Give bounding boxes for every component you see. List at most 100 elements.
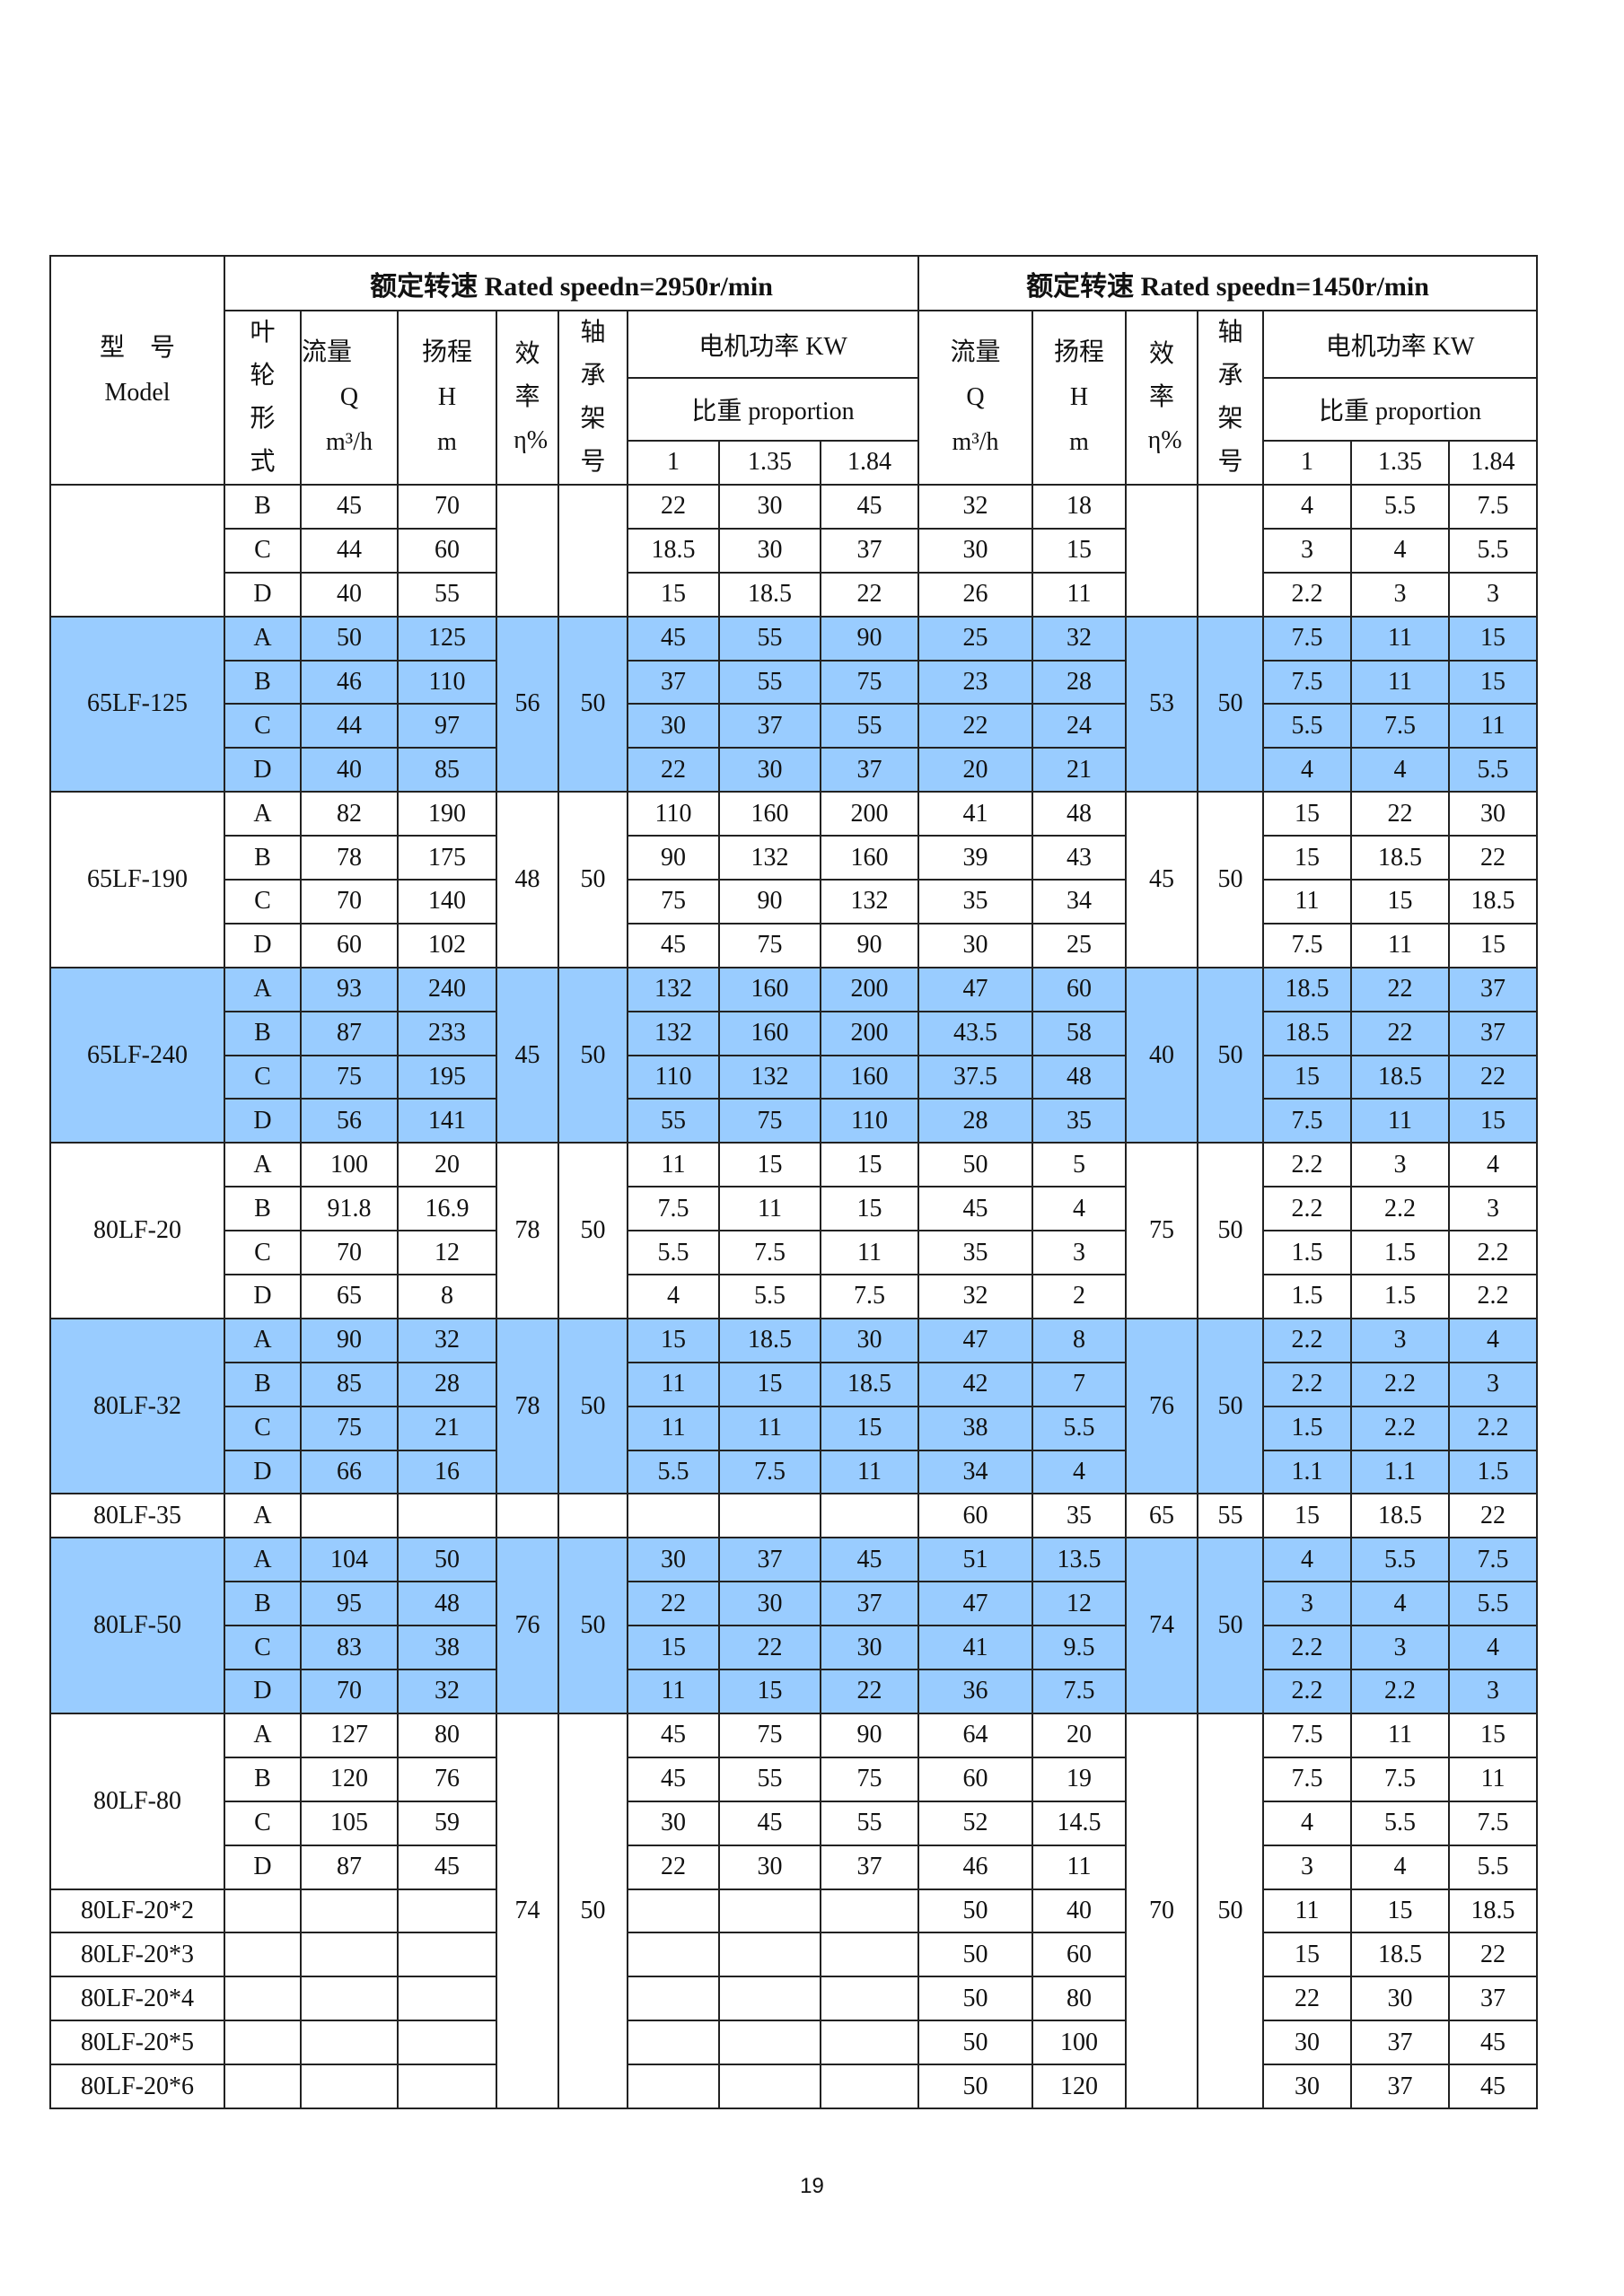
- h_2950-cell: [397, 1493, 497, 1539]
- h_1450-cell: 25: [1031, 922, 1128, 968]
- kw1_1450-cell: 15: [1262, 791, 1353, 837]
- q_1450-cell: 50: [917, 2064, 1034, 2109]
- h_2950-cell: [397, 2064, 497, 2109]
- kw135_1450-cell: 11: [1350, 615, 1451, 662]
- kw1_2950-cell: 132: [627, 966, 720, 1012]
- efficiency-header-2950: 效率 η%: [496, 310, 559, 486]
- kw135_1450-cell: 1.5: [1350, 1274, 1451, 1319]
- kw1_1450-cell: 11: [1262, 879, 1353, 925]
- q_1450-cell: 22: [917, 703, 1034, 749]
- model-header-en: Model: [104, 378, 171, 407]
- kw135_2950-cell: 15: [718, 1361, 821, 1407]
- head-symbol: H: [437, 383, 457, 411]
- q_2950-cell: [300, 2020, 399, 2066]
- model-cell: 80LF-35: [49, 1493, 225, 1539]
- q_1450-cell: 50: [917, 1142, 1034, 1188]
- table-row: B 46 110 37 55 75 23 28 7.5 11 15: [50, 659, 1539, 705]
- kw184_2950-cell: [819, 1932, 920, 1978]
- kw184_2950-cell: 37: [819, 1844, 920, 1890]
- efficiency-2950-cell: 74: [496, 1712, 559, 2109]
- head-unit: m: [1069, 428, 1089, 456]
- h_2950-cell: 175: [397, 835, 497, 881]
- kw135_1450-cell: 5.5: [1350, 484, 1451, 530]
- kw1_2950-cell: 22: [627, 1581, 720, 1627]
- kw1_2950-cell: 4: [627, 1274, 720, 1319]
- efficiency-1450-cell: 65: [1125, 1493, 1199, 1539]
- impeller-header-text: 叶轮形式: [250, 319, 276, 476]
- kw1_2950-cell: [627, 1493, 720, 1539]
- kw135_1450-cell: 11: [1350, 1098, 1451, 1144]
- impeller-cell: B: [224, 1361, 302, 1407]
- q_2950-cell: [300, 2064, 399, 2109]
- bearing-header-text: 轴承架号: [1217, 319, 1243, 476]
- kw184_1450-cell: 7.5: [1448, 1800, 1539, 1846]
- kw184_2950-cell: 75: [819, 659, 920, 705]
- q_1450-cell: 25: [917, 615, 1034, 662]
- h_2950-cell: 97: [397, 703, 497, 749]
- kw1_1450-cell: 1.5: [1262, 1405, 1353, 1451]
- efficiency-1450-cell: [1125, 484, 1199, 618]
- q_2950-cell: 87: [300, 1844, 399, 1890]
- kw135_2950-cell: 160: [718, 1010, 821, 1056]
- kw1_2950-cell: 11: [627, 1361, 720, 1407]
- bearing-1450-cell: 50: [1197, 615, 1265, 793]
- bearing-2950-cell: 50: [557, 1712, 628, 2109]
- kw184_1450-cell: 18.5: [1448, 879, 1539, 925]
- kw1_1450-cell: 30: [1262, 2064, 1353, 2109]
- q_2950-cell: 85: [300, 1361, 399, 1407]
- prop-135-1450: 1.35: [1350, 439, 1451, 486]
- kw1_1450-cell: 1.5: [1262, 1230, 1353, 1276]
- bearing-2950-cell: 50: [557, 615, 628, 793]
- impeller-cell: A: [224, 1317, 302, 1363]
- kw1_2950-cell: 132: [627, 1010, 720, 1056]
- kw135_2950-cell: [718, 2020, 821, 2066]
- table-row: B 91.8 16.9 7.5 11 15 45 4 2.2 2.2 3: [50, 1186, 1539, 1232]
- model-cell: 65LF-240: [49, 966, 225, 1144]
- kw184_2950-cell: [819, 1493, 920, 1539]
- kw184_1450-cell: 45: [1448, 2064, 1539, 2109]
- proportion-header-1450: 比重 proportion: [1262, 377, 1539, 442]
- kw135_2950-cell: 11: [718, 1186, 821, 1232]
- h_2950-cell: 76: [397, 1756, 497, 1802]
- h_1450-cell: 28: [1031, 659, 1128, 705]
- kw1_2950-cell: 45: [627, 615, 720, 662]
- h_1450-cell: 12: [1031, 1581, 1128, 1627]
- q_2950-cell: 44: [300, 703, 399, 749]
- kw184_2950-cell: 15: [819, 1142, 920, 1188]
- kw184_1450-cell: 11: [1448, 1756, 1539, 1802]
- kw135_1450-cell: 22: [1350, 966, 1451, 1012]
- h_1450-cell: 48: [1031, 791, 1128, 837]
- kw184_1450-cell: 5.5: [1448, 527, 1539, 574]
- kw1_1450-cell: 4: [1262, 484, 1353, 530]
- eff-label: 效率: [514, 340, 540, 411]
- proportion-header-2950: 比重 proportion: [626, 377, 920, 442]
- table-row: 65LF-240 A 93 240 45 50 132 160 200 47 60 40 50 18.5 2…: [49, 966, 1539, 1144]
- kw135_2950-cell: 30: [718, 484, 821, 530]
- kw135_2950-cell: 55: [718, 659, 821, 705]
- kw184_1450-cell: 2.2: [1448, 1274, 1539, 1319]
- kw1_1450-cell: 15: [1262, 1932, 1353, 1978]
- kw135_2950-cell: [718, 1888, 821, 1934]
- bearing-1450-cell: [1197, 484, 1265, 618]
- kw184_2950-cell: 7.5: [819, 1274, 920, 1319]
- bearing-2950-cell: 50: [557, 1317, 628, 1495]
- kw1_1450-cell: 2.2: [1262, 1669, 1353, 1714]
- bearing-1450-cell: 50: [1197, 1317, 1265, 1495]
- kw1_2950-cell: 22: [627, 1844, 720, 1890]
- head-symbol: H: [1069, 383, 1089, 411]
- model-cell: [49, 484, 225, 618]
- bearing-1450-cell: 50: [1197, 966, 1265, 1144]
- q_2950-cell: 70: [300, 1230, 399, 1276]
- pump-spec-table: 型 号 Model 额定转速 Rated speedn=2950r/min 额定…: [49, 255, 1539, 2109]
- q_2950-cell: 44: [300, 527, 399, 574]
- kw1_2950-cell: 90: [627, 835, 720, 881]
- q_2950-cell: [300, 1493, 399, 1539]
- kw1_2950-cell: 55: [627, 1098, 720, 1144]
- kw184_2950-cell: 37: [819, 1581, 920, 1627]
- kw1_1450-cell: 18.5: [1262, 966, 1353, 1012]
- kw184_2950-cell: 90: [819, 922, 920, 968]
- table-row: 65LF-190 A 82 190 48 50 110 160 200 41 48 45 50 15 22 3…: [49, 791, 1539, 968]
- q_2950-cell: [300, 1976, 399, 2022]
- table-row: 80LF-20*5 50 100 30 37 45: [49, 2020, 1539, 2066]
- kw1_2950-cell: 22: [627, 747, 720, 793]
